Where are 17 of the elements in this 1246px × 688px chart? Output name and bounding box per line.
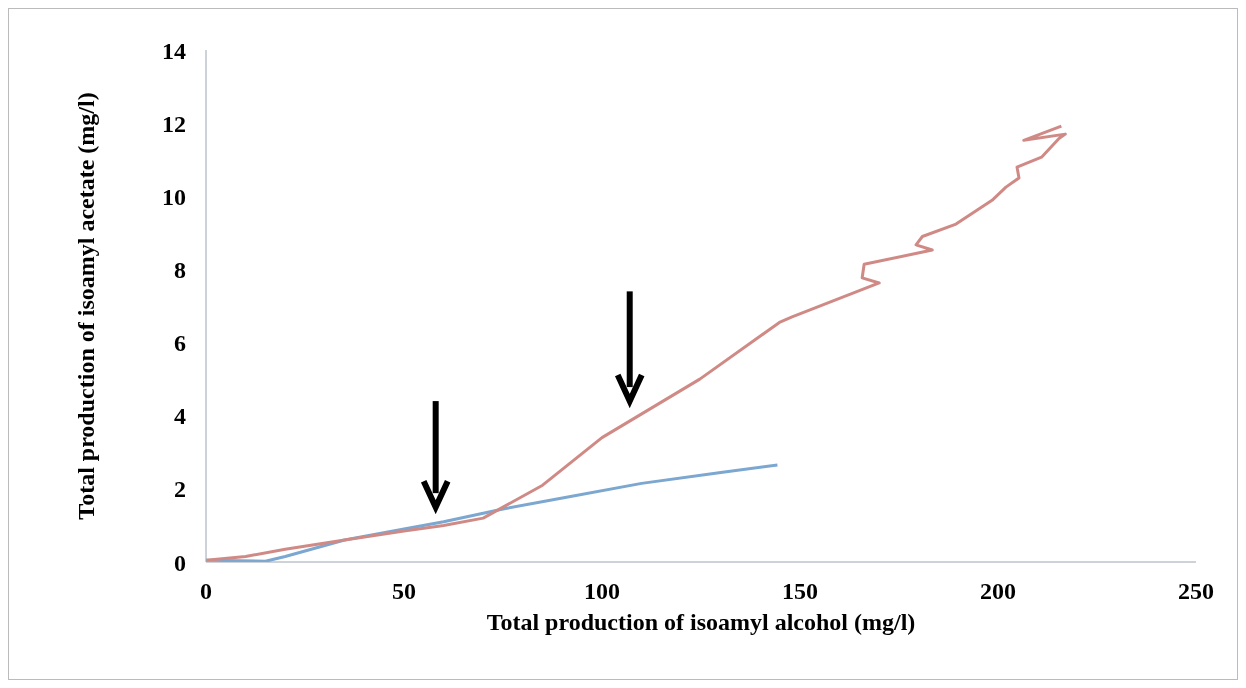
y-tick-label: 4 [174,403,186,430]
y-tick-label: 0 [174,549,186,576]
x-tick-label: 250 [1178,578,1214,605]
y-tick-label: 8 [174,256,186,283]
line-series [206,124,1067,562]
y-tick-label: 10 [162,183,186,210]
x-tick-label: 0 [200,578,212,605]
y-tick-label: 12 [162,110,186,137]
x-tick-label: 50 [392,578,416,605]
x-axis-title: Total production of isoamyl alcohol (mg/l) [486,609,916,635]
y-tick-label: 6 [174,330,186,357]
y-tick-label: 14 [162,37,186,64]
x-tick-label: 100 [584,578,620,605]
y-axis-title: Total production of isoamyl acetate (mg/l) [73,92,99,520]
x-tick-label: 200 [980,578,1016,605]
x-tick-label: 150 [782,578,818,605]
y-tick-label: 2 [174,476,186,503]
